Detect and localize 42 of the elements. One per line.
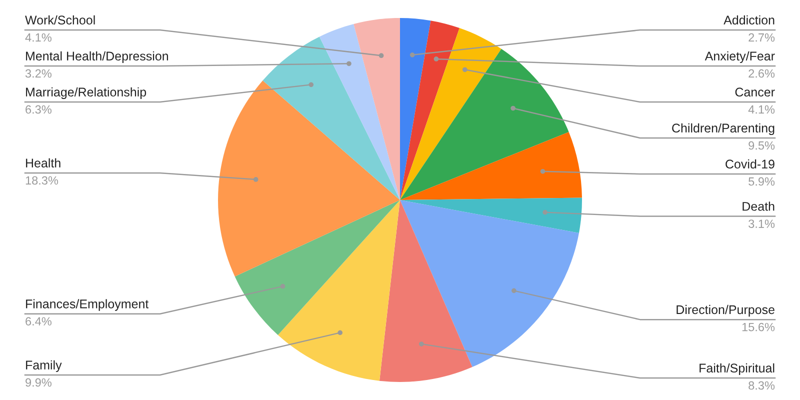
data-label: 5.9% [748,177,775,186]
slice-label: Finances/Employment [26,299,149,311]
slice-label: Marriage/Relationship [26,87,146,99]
pie-slice [234,200,400,335]
slice-label: Family [26,360,62,372]
pie-slice [400,28,502,200]
data-label: 2.6% [748,69,775,78]
pie-slice [218,80,400,276]
slice-label: Covid-19 [726,159,774,169]
data-label: 18.3% [26,176,58,185]
data-label: 4.1% [748,105,775,114]
slice-label: Anxiety/Fear [704,51,775,63]
slice-label: Addiction [724,15,774,25]
data-label: 4.1% [25,33,52,42]
data-label: 15.6% [742,322,775,332]
slice-label: Death [742,202,774,211]
pie-slice [278,200,400,381]
pie-slice [400,18,431,200]
pie-slice [354,18,400,200]
slice-label: Direction/Purpose [676,304,774,317]
pie-slice [379,200,472,382]
pie-slice [400,200,579,368]
slice-label: Faith/Spiritual [700,363,774,375]
pie-slice [400,198,582,233]
pie-slice [400,48,569,200]
data-label: 3.2% [25,69,52,78]
data-label: 9.5% [748,141,775,150]
slice-label: Children/Parenting [672,123,774,135]
pie-slice [400,20,460,200]
pie-slice [319,24,400,200]
slice-label: Work/School [25,15,95,25]
data-label: 6.3% [26,105,52,114]
pie-slice [400,132,582,200]
slice-label: Health [26,158,60,168]
data-label: 2.7% [748,33,775,42]
data-label: 8.3% [748,381,775,390]
data-label: 3.1% [748,220,775,228]
pie-slice [262,36,400,200]
slice-label: Mental Health/Depression [26,51,168,63]
data-label: 6.4% [26,317,52,326]
slice-label: Cancer [735,88,775,97]
data-label: 9.9% [26,378,52,387]
